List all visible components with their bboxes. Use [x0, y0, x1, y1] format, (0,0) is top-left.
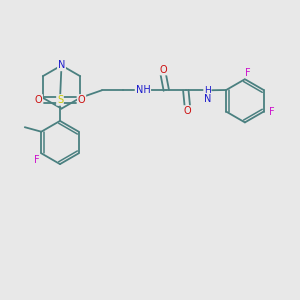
- Text: O: O: [160, 64, 167, 75]
- Text: O: O: [78, 95, 86, 105]
- Text: O: O: [184, 106, 191, 116]
- Text: N: N: [204, 94, 211, 104]
- Text: H: H: [204, 86, 211, 95]
- Text: F: F: [269, 106, 275, 117]
- Text: O: O: [34, 95, 42, 105]
- Text: NH: NH: [136, 85, 150, 95]
- Text: N: N: [58, 60, 65, 70]
- Text: F: F: [245, 68, 251, 78]
- Text: F: F: [34, 155, 40, 165]
- Text: S: S: [57, 95, 63, 105]
